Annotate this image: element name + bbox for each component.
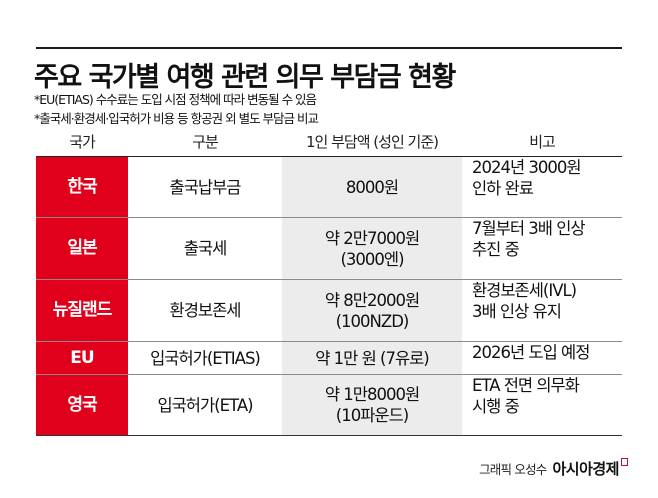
brand-logo-text: 아시아경제 [552, 460, 619, 478]
amount-line: (3000엔) [340, 249, 404, 269]
amount-line: 8000원 [345, 177, 399, 197]
brand-mark-icon [621, 458, 628, 466]
top-rule [36, 47, 622, 49]
category-cell: 환경보존세 [128, 280, 282, 341]
remark-line: 환경보존세(IVL) [472, 281, 577, 300]
page-title: 주요 국가별 여행 관련 의무 부담금 현황 [34, 62, 456, 93]
remark-line: 추진 중 [472, 240, 520, 259]
amount-line: 약 2만7000원 [324, 228, 420, 248]
remark-cell: ETA 전면 의무화 시행 중 [462, 375, 622, 435]
country-cell: 일본 [36, 218, 128, 279]
table-row: 한국 출국납부금 8000원 2024년 3000원 인하 완료 [36, 157, 622, 218]
table-row: 뉴질랜드 환경보존세 약 8만2000원 (100NZD) 환경보존세(IVL)… [36, 280, 622, 342]
remark-line: 인하 완료 [472, 179, 534, 198]
country-cell: 영국 [36, 375, 128, 435]
remark-line: 7월부터 3배 인상 [472, 219, 586, 238]
category-cell: 입국허가(ETIAS) [128, 342, 282, 374]
remark-line: ETA 전면 의무화 [472, 376, 580, 395]
remark-line: 2026년 도입 예정 [472, 343, 590, 362]
footnote-etias: *EU(ETIAS) 수수료는 도입 시점 정책에 따라 변동될 수 있음 [34, 92, 317, 107]
amount-cell: 8000원 [282, 157, 462, 217]
graphic-credit: 그래픽 오성수 [479, 462, 547, 477]
table-row: 영국 입국허가(ETA) 약 1만8000원 (10파운드) ETA 전면 의무… [36, 375, 622, 436]
column-header-amount: 1인 부담액 (성인 기준) [306, 133, 439, 151]
remark-cell: 2026년 도입 예정 [462, 342, 622, 374]
levy-table: 국가 구분 1인 부담액 (성인 기준) 비고 한국 출국납부금 8000원 2… [36, 130, 622, 436]
column-header-country: 국가 [69, 133, 96, 151]
category-cell: 출국납부금 [128, 157, 282, 217]
table-row: 일본 출국세 약 2만7000원 (3000엔) 7월부터 3배 인상 추진 중 [36, 218, 622, 280]
country-cell: EU [36, 342, 128, 374]
amount-cell: 약 1만 원 (7유로) [282, 342, 462, 374]
amount-line: (100NZD) [335, 311, 410, 331]
amount-line: 약 1만8000원 [324, 385, 420, 404]
amount-cell: 약 1만8000원 (10파운드) [282, 375, 462, 435]
country-cell: 한국 [36, 157, 128, 217]
amount-line: 약 8만2000원 [324, 290, 420, 310]
table-row: EU 입국허가(ETIAS) 약 1만 원 (7유로) 2026년 도입 예정 [36, 342, 622, 375]
country-cell: 뉴질랜드 [36, 280, 128, 341]
column-header-category: 구분 [192, 133, 219, 151]
column-header-remark: 비고 [529, 133, 556, 151]
remark-cell: 7월부터 3배 인상 추진 중 [462, 218, 622, 279]
amount-cell: 약 2만7000원 (3000엔) [282, 218, 462, 279]
amount-cell: 약 8만2000원 (100NZD) [282, 280, 462, 341]
remark-line: 2024년 3000원 [472, 158, 582, 177]
amount-line: (10파운드) [335, 406, 409, 425]
remark-line: 3배 인상 유지 [472, 302, 562, 321]
remark-line: 시행 중 [472, 397, 520, 416]
footnote-comparison: *출국세·환경세·입국허가 비용 등 항공권 외 별도 부담금 비교 [34, 111, 319, 126]
remark-cell: 환경보존세(IVL) 3배 인상 유지 [462, 280, 622, 341]
table-header: 국가 구분 1인 부담액 (성인 기준) 비고 [36, 130, 622, 157]
footer-credit: 그래픽 오성수 아시아경제 [479, 458, 628, 479]
amount-line: 약 1만 원 (7유로) [315, 348, 430, 368]
category-cell: 출국세 [128, 218, 282, 279]
category-cell: 입국허가(ETA) [128, 375, 282, 435]
remark-cell: 2024년 3000원 인하 완료 [462, 157, 622, 217]
